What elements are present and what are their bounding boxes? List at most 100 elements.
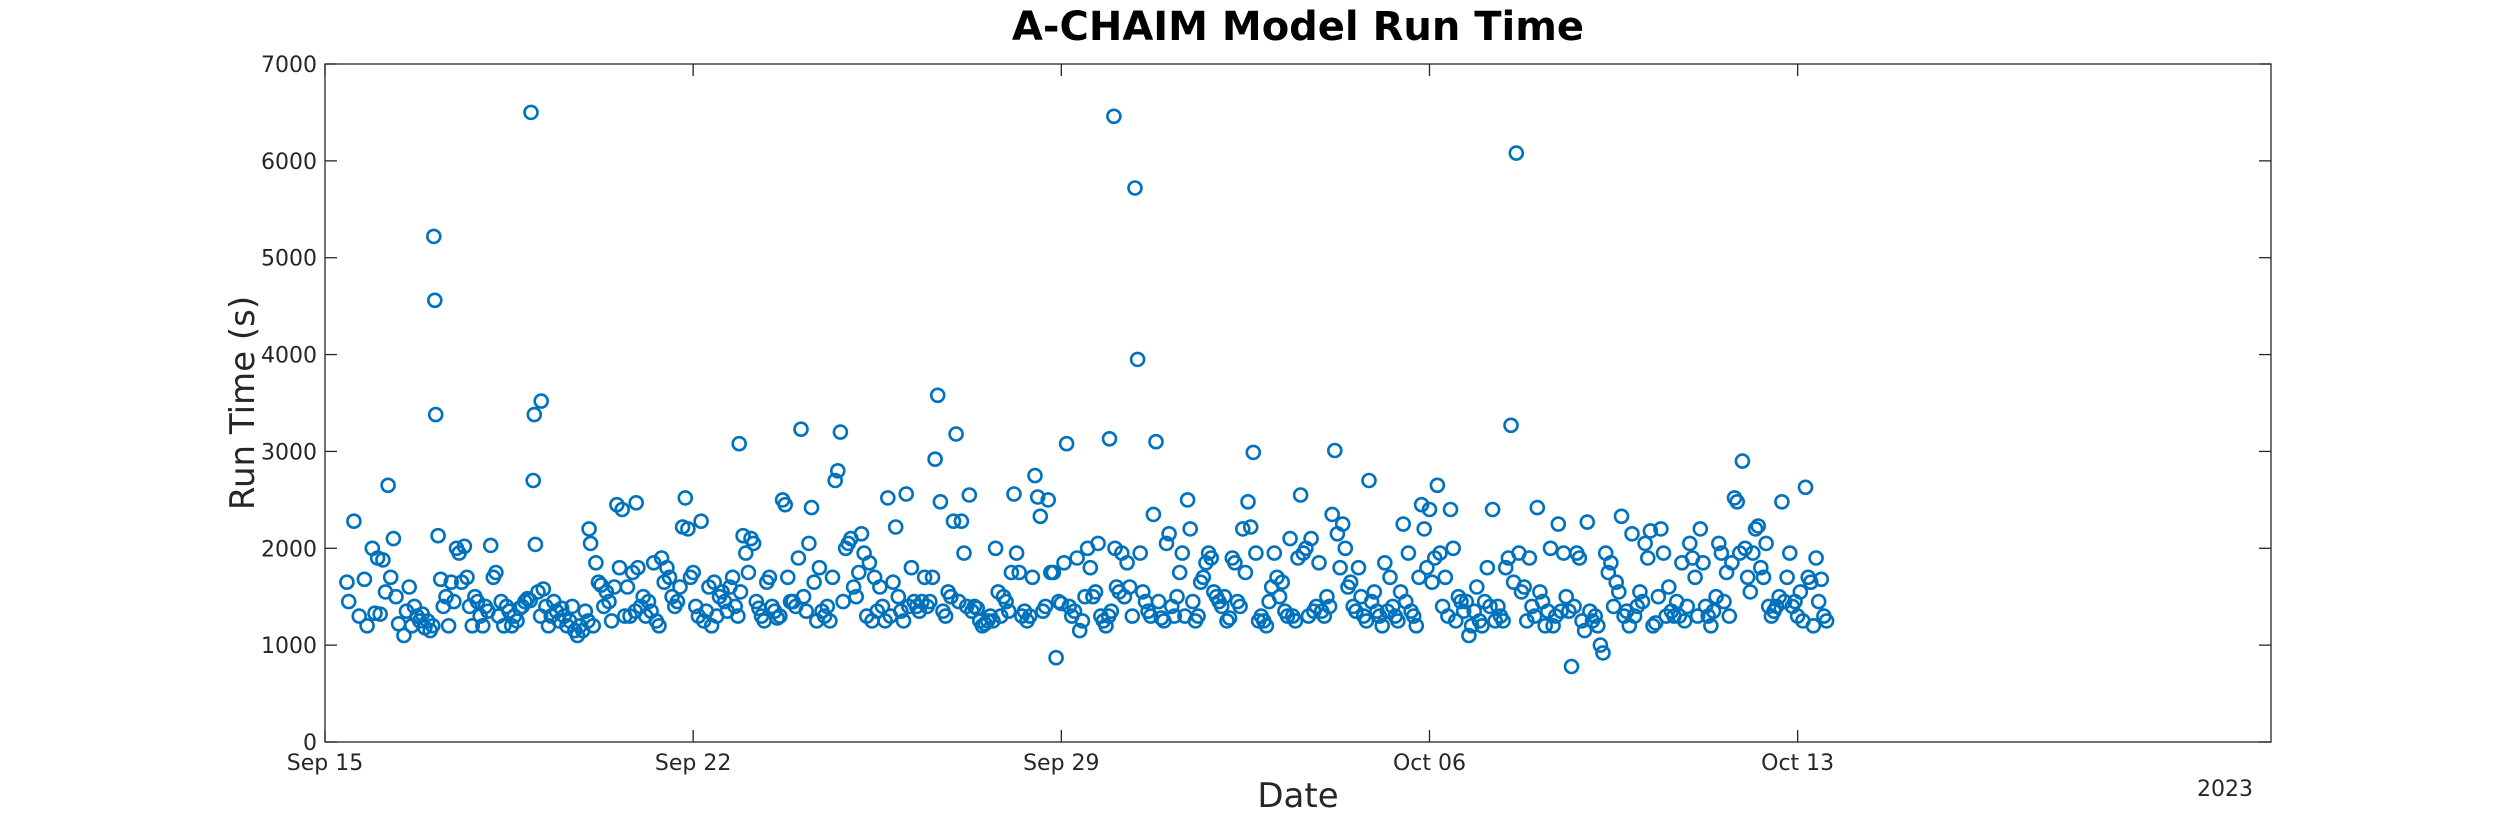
data-point [943, 588, 959, 605]
data-point [1240, 493, 1256, 510]
data-point [1000, 603, 1017, 620]
data-point [872, 579, 888, 595]
data-point [706, 574, 723, 591]
data-point [1563, 658, 1580, 675]
data-point [1545, 617, 1561, 634]
data-point [1171, 564, 1188, 581]
data-point [1516, 579, 1532, 595]
y-tick-label: 5000 [261, 247, 317, 272]
data-point [845, 579, 862, 595]
data-point [948, 426, 964, 442]
data-point [1640, 550, 1656, 566]
data-point [1808, 550, 1824, 566]
data-point [1810, 593, 1827, 610]
data-point [1022, 608, 1038, 624]
x-tick-label: Sep 22 [655, 751, 731, 776]
data-point [1174, 545, 1191, 561]
data-point [1774, 493, 1790, 510]
data-point [1432, 545, 1448, 561]
data-point [672, 579, 688, 595]
data-point [1455, 603, 1472, 620]
data-point [523, 104, 539, 121]
data-point [425, 228, 442, 245]
data-point [1066, 603, 1083, 620]
data-point [832, 424, 849, 440]
data-point [737, 545, 754, 561]
data-point [1056, 554, 1072, 571]
plot-area [324, 63, 2272, 743]
data-point [1716, 593, 1732, 610]
data-point [1724, 554, 1740, 571]
x-axis-label: Date [1257, 776, 1338, 816]
data-point [806, 574, 822, 591]
data-point [803, 499, 820, 516]
data-point [1361, 472, 1377, 489]
data-point [1334, 516, 1351, 532]
data-point [456, 538, 473, 555]
data-point [1185, 593, 1201, 610]
data-point [950, 593, 967, 610]
data-point [430, 527, 446, 544]
data-point [745, 535, 762, 552]
data-point [1526, 608, 1543, 624]
chart-title: A-CHAIM Model Run Time [1012, 4, 1584, 50]
data-point [1655, 545, 1672, 561]
data-point [1737, 540, 1753, 557]
data-point [1632, 584, 1648, 600]
data-point [677, 490, 694, 506]
data-point [1558, 588, 1574, 605]
data-point [1032, 508, 1049, 525]
data-point [1469, 579, 1485, 595]
y-tick-label: 7000 [261, 53, 317, 78]
data-point [790, 550, 807, 566]
data-point [372, 606, 389, 622]
data-point [1679, 598, 1695, 615]
data-point [714, 584, 730, 600]
data-point [1529, 499, 1546, 516]
data-point [927, 451, 943, 468]
data-point [1390, 613, 1406, 629]
data-point [1653, 521, 1669, 537]
data-point [824, 569, 841, 586]
data-point [724, 569, 741, 586]
data-point [1479, 559, 1496, 576]
data-point [1453, 593, 1469, 610]
data-series [339, 104, 1835, 675]
data-point [1495, 613, 1511, 629]
data-point [1024, 569, 1041, 586]
data-point [1292, 487, 1309, 503]
data-point [1776, 593, 1793, 610]
data-point [1647, 615, 1664, 631]
data-point [1440, 608, 1456, 624]
data-point [385, 530, 402, 547]
data-point [351, 608, 368, 624]
data-point [1377, 554, 1393, 571]
data-point [1145, 506, 1162, 523]
data-point [1103, 603, 1120, 620]
data-point [1745, 545, 1761, 561]
data-point [388, 588, 404, 605]
data-point [1605, 598, 1622, 615]
data-point [588, 554, 604, 571]
data-point [1758, 535, 1774, 552]
data-point [464, 617, 481, 634]
data-point [811, 559, 828, 576]
data-point [426, 292, 443, 309]
data-point [1058, 435, 1075, 452]
data-point [1461, 627, 1477, 644]
data-point [911, 603, 928, 620]
data-point [1587, 608, 1603, 624]
data-point [879, 490, 896, 506]
data-point [829, 462, 846, 479]
data-point [1416, 521, 1432, 537]
data-point [1624, 525, 1640, 542]
data-point [1626, 608, 1643, 624]
data-point [1634, 593, 1651, 610]
data-point [1792, 584, 1809, 600]
data-point [564, 598, 581, 615]
data-point [1124, 608, 1141, 624]
x-tick-label: Sep 29 [1023, 751, 1099, 776]
y-tick-label: 6000 [261, 150, 317, 175]
data-point [731, 435, 748, 452]
data-point [1132, 545, 1148, 561]
